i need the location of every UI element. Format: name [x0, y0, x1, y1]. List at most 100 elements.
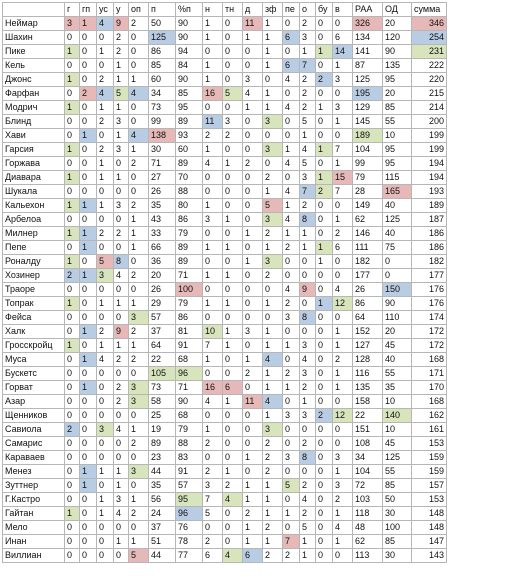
cell-o[interactable]: 7: [299, 184, 316, 199]
cell-op[interactable]: 5: [128, 548, 149, 563]
cell-n[interactable]: 0: [202, 520, 223, 535]
cell-o[interactable]: 3: [299, 338, 316, 353]
cell-zf[interactable]: 3: [262, 142, 283, 157]
cell-gp[interactable]: 1: [79, 240, 97, 255]
cell-p[interactable]: 50: [148, 16, 176, 31]
cell-total[interactable]: 194: [411, 156, 447, 171]
cell-u[interactable]: 0: [113, 156, 129, 171]
cell-u[interactable]: 4: [113, 422, 129, 437]
cell-op[interactable]: 2: [128, 352, 149, 367]
cell-n[interactable]: 0: [202, 366, 223, 381]
cell-us[interactable]: 0: [96, 30, 114, 45]
table-row[interactable]: Диавара 1 0 1 1 0 27 70 0 0 0 2 0 3 1 15 79 115 194: [2, 170, 447, 185]
cell-u[interactable]: 3: [113, 142, 129, 157]
column-header-od[interactable]: ОД: [382, 2, 412, 17]
table-row[interactable]: Пепе 0 1 0 0 1 66 89 1 1 0 1 2 1 1 6 111 75 186: [2, 240, 447, 255]
cell-o[interactable]: 0: [299, 268, 316, 283]
cell-v[interactable]: 7: [332, 184, 353, 199]
cell-d[interactable]: 11: [242, 394, 263, 409]
cell-bu[interactable]: 0: [315, 478, 333, 493]
cell-d[interactable]: 2: [242, 156, 263, 171]
cell-bu[interactable]: 0: [315, 30, 333, 45]
cell-us[interactable]: 1: [96, 44, 114, 59]
cell-raa[interactable]: 152: [352, 324, 383, 339]
cell-u[interactable]: 3: [113, 492, 129, 507]
cell-d[interactable]: 0: [242, 128, 263, 143]
cell-d[interactable]: 0: [242, 338, 263, 353]
cell-raa[interactable]: 149: [352, 198, 383, 213]
cell-v[interactable]: 6: [332, 240, 353, 255]
cell-n[interactable]: 7: [202, 492, 223, 507]
table-row[interactable]: Блинд 0 0 2 3 0 99 89 11 3 0 3 0 5 0 1 145 55 200: [2, 114, 447, 129]
cell-n[interactable]: 1: [202, 296, 223, 311]
cell-od[interactable]: 115: [382, 170, 412, 185]
cell-pe[interactable]: 2: [282, 296, 300, 311]
cell-u[interactable]: 3: [113, 114, 129, 129]
cell-o[interactable]: 3: [299, 30, 316, 45]
cell-op[interactable]: 3: [128, 394, 149, 409]
player-name-cell[interactable]: Шахин: [2, 30, 65, 45]
table-row[interactable]: Азар 0 0 0 2 3 58 90 4 1 11 4 0 1 0 0 158 10 168: [2, 394, 447, 409]
cell-v[interactable]: 12: [332, 296, 353, 311]
cell-total[interactable]: 153: [411, 436, 447, 451]
cell-pct-p[interactable]: 79: [175, 226, 203, 241]
cell-u[interactable]: 0: [113, 520, 129, 535]
cell-pct-p[interactable]: 96: [175, 366, 203, 381]
cell-tn[interactable]: 0: [222, 198, 243, 213]
cell-bu[interactable]: 0: [315, 450, 333, 465]
table-row[interactable]: Щенников 0 0 0 0 0 25 68 0 0 0 1 3 3 2 12 22 140 162: [2, 408, 447, 423]
cell-v[interactable]: 0: [332, 310, 353, 325]
cell-total[interactable]: 177: [411, 268, 447, 283]
cell-zf[interactable]: 2: [262, 450, 283, 465]
cell-bu[interactable]: 0: [315, 422, 333, 437]
cell-op[interactable]: 0: [128, 58, 149, 73]
cell-p[interactable]: 26: [148, 282, 176, 297]
cell-g[interactable]: 0: [64, 408, 80, 423]
cell-pe[interactable]: 4: [282, 282, 300, 297]
cell-pe[interactable]: 4: [282, 72, 300, 87]
cell-bu[interactable]: 1: [315, 44, 333, 59]
cell-od[interactable]: 95: [382, 142, 412, 157]
cell-d[interactable]: 0: [242, 170, 263, 185]
cell-d[interactable]: 0: [242, 422, 263, 437]
cell-n[interactable]: 1: [202, 72, 223, 87]
cell-tn[interactable]: 0: [222, 520, 243, 535]
cell-u[interactable]: 4: [113, 506, 129, 521]
player-name-cell[interactable]: Фейса: [2, 310, 65, 325]
cell-v[interactable]: 0: [332, 422, 353, 437]
cell-bu[interactable]: 0: [315, 156, 333, 171]
cell-raa[interactable]: 48: [352, 520, 383, 535]
cell-tn[interactable]: 0: [222, 534, 243, 549]
cell-op[interactable]: 0: [128, 100, 149, 115]
cell-tn[interactable]: 2: [222, 128, 243, 143]
cell-g[interactable]: 1: [64, 254, 80, 269]
cell-pe[interactable]: 0: [282, 422, 300, 437]
cell-p[interactable]: 60: [148, 72, 176, 87]
cell-d[interactable]: 0: [242, 142, 263, 157]
cell-o[interactable]: 2: [299, 100, 316, 115]
cell-u[interactable]: 9: [113, 324, 129, 339]
cell-o[interactable]: 2: [299, 72, 316, 87]
cell-od[interactable]: 20: [382, 86, 412, 101]
cell-pe[interactable]: 6: [282, 58, 300, 73]
cell-tn[interactable]: 0: [222, 506, 243, 521]
cell-d[interactable]: 1: [242, 520, 263, 535]
cell-n[interactable]: 2: [202, 534, 223, 549]
cell-pe[interactable]: 1: [282, 506, 300, 521]
cell-op[interactable]: 0: [128, 450, 149, 465]
cell-us[interactable]: 2: [96, 226, 114, 241]
cell-n[interactable]: 4: [202, 394, 223, 409]
cell-bu[interactable]: 0: [315, 58, 333, 73]
cell-bu[interactable]: 0: [315, 380, 333, 395]
cell-tn[interactable]: 0: [222, 422, 243, 437]
cell-p[interactable]: 89: [148, 436, 176, 451]
cell-od[interactable]: 50: [382, 492, 412, 507]
cell-gp[interactable]: 0: [79, 422, 97, 437]
cell-o[interactable]: 0: [299, 324, 316, 339]
cell-d[interactable]: 0: [242, 408, 263, 423]
cell-pe[interactable]: 6: [282, 30, 300, 45]
cell-p[interactable]: 20: [148, 268, 176, 283]
cell-bu[interactable]: 0: [315, 436, 333, 451]
cell-n[interactable]: 11: [202, 114, 223, 129]
cell-g[interactable]: 0: [64, 492, 80, 507]
